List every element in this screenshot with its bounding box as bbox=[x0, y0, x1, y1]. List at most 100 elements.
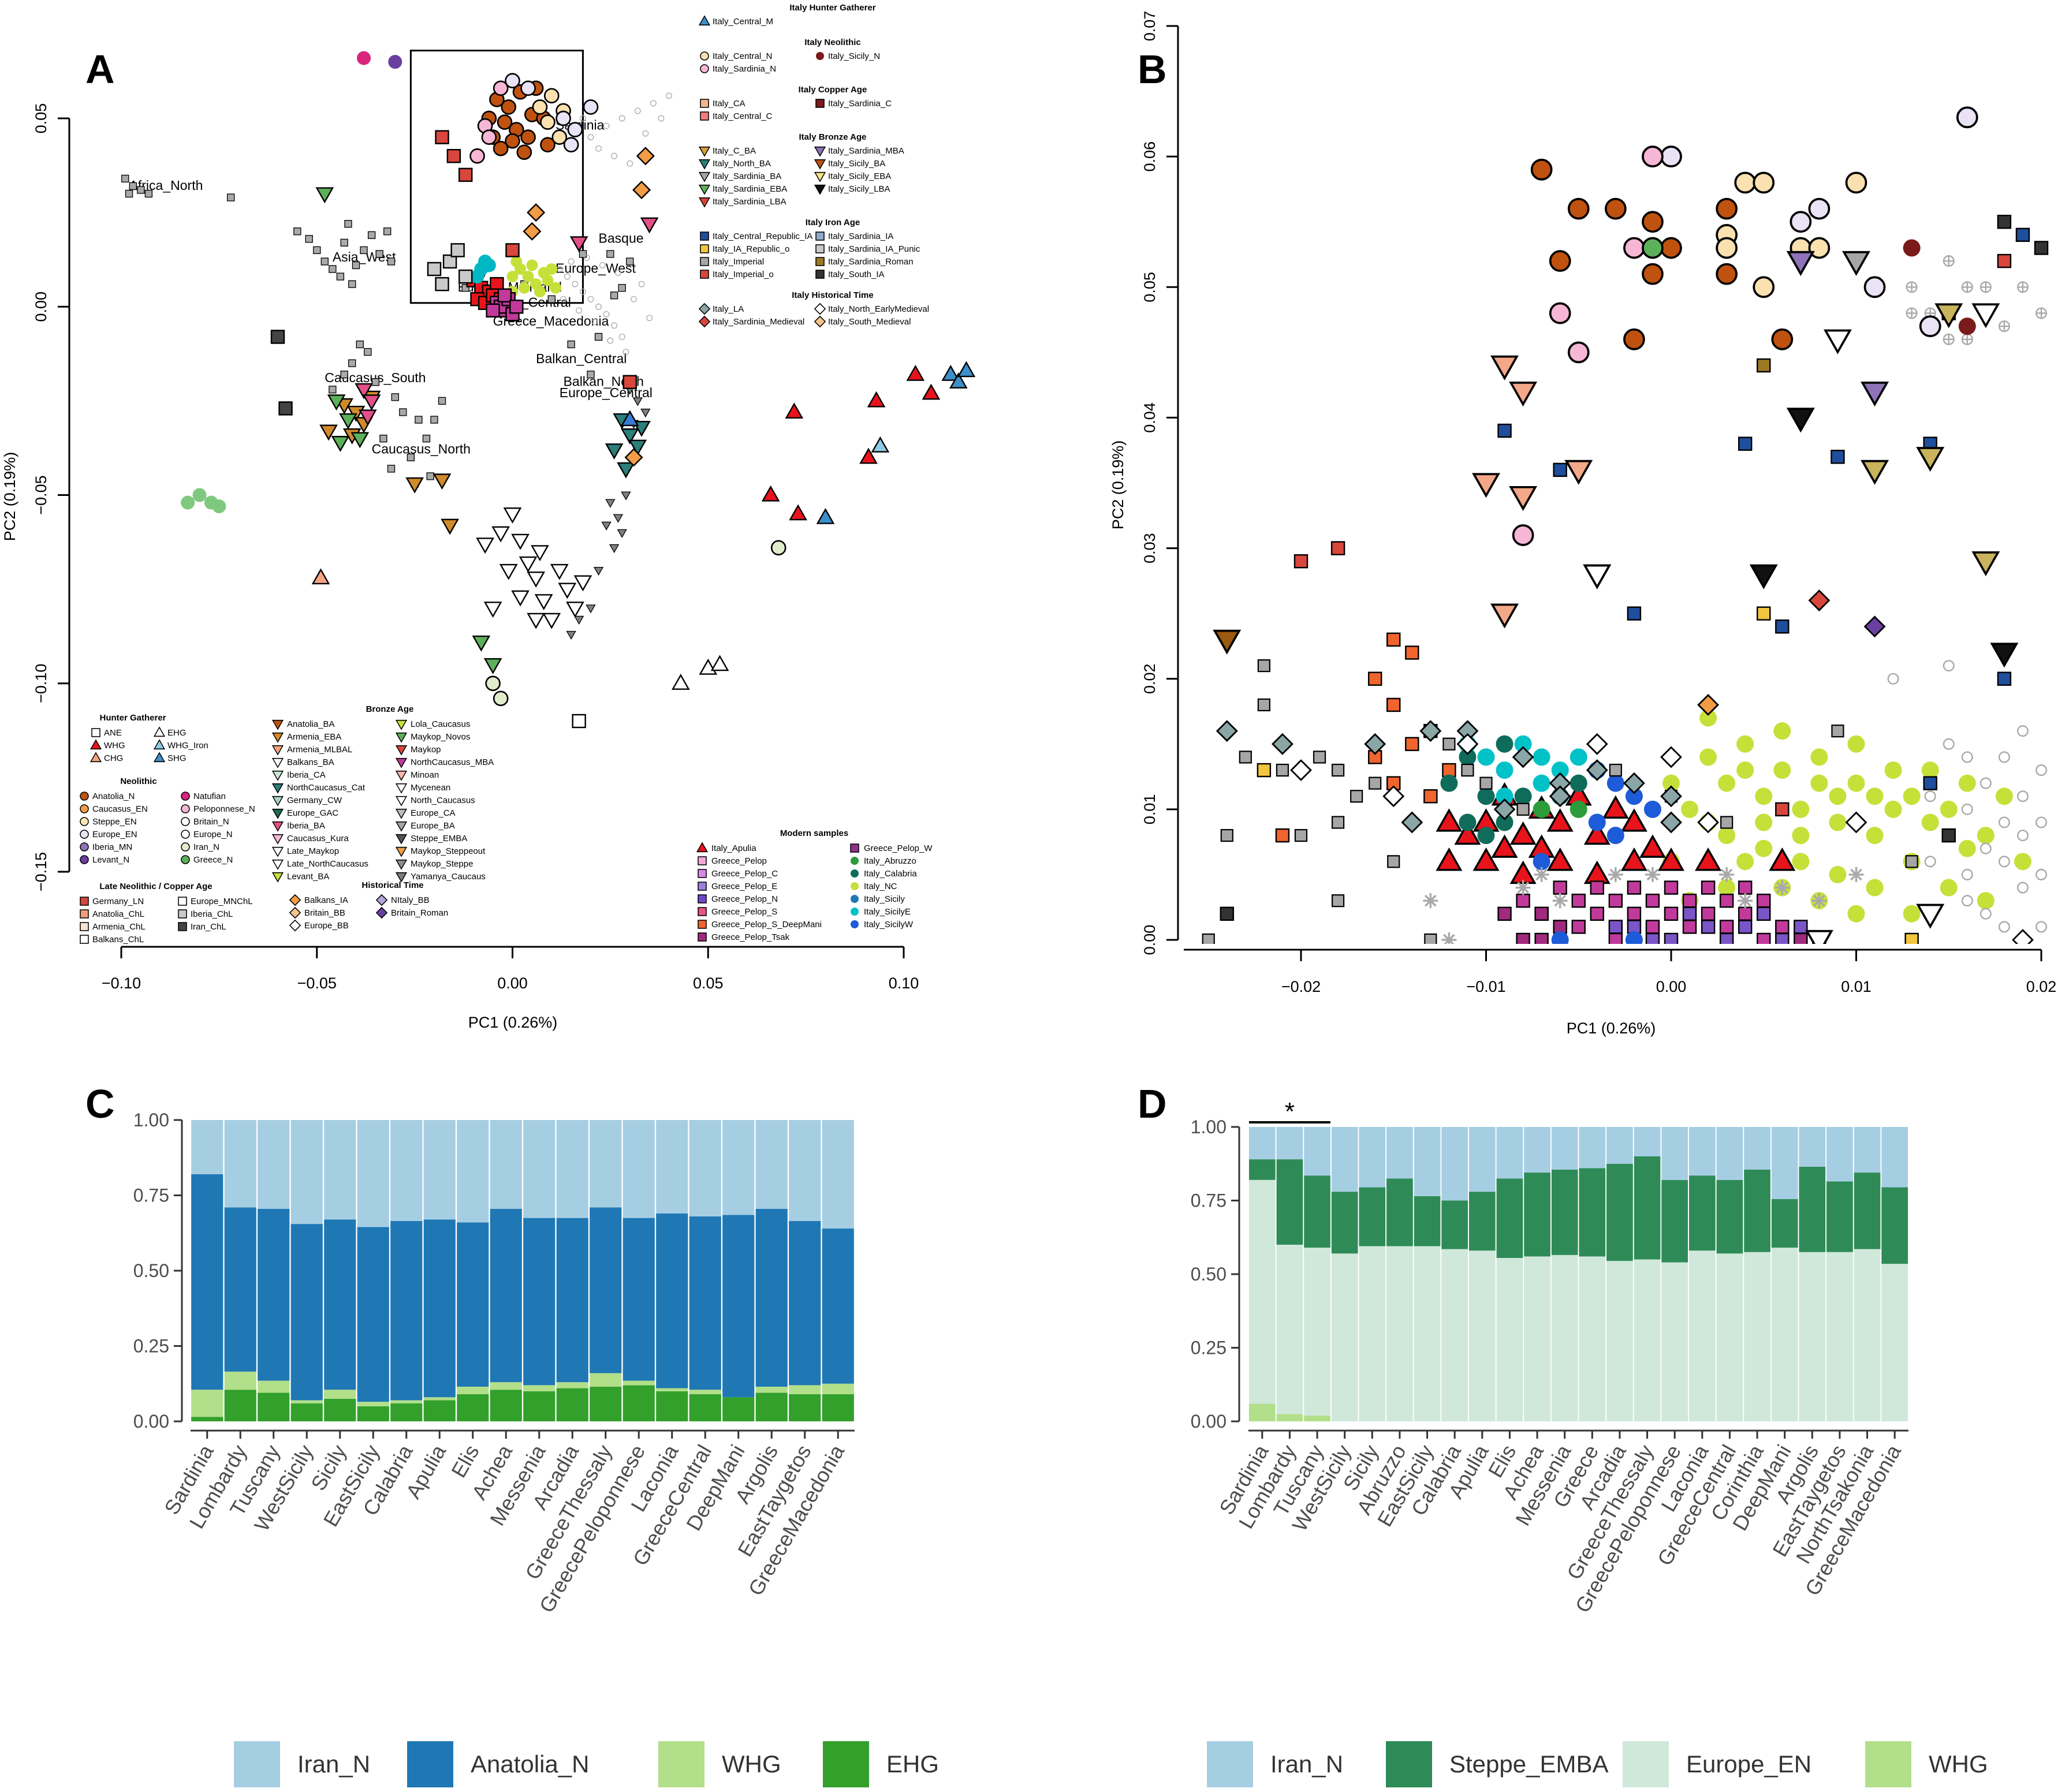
panel-a-point bbox=[603, 122, 610, 129]
bar-segment-whg-calabria bbox=[390, 1400, 423, 1403]
bar-segment-iran-n-laconia bbox=[656, 1120, 688, 1214]
panel-b-point bbox=[1642, 237, 1664, 259]
panel-a-x-tick-label: −0.10 bbox=[102, 975, 141, 992]
panel-d-y-tick-label: 1.00 bbox=[1191, 1117, 1227, 1137]
panel-b-point bbox=[1588, 813, 1606, 831]
panel-b-point bbox=[1979, 777, 1992, 789]
panel-a-legend-label: Italy_Sicily_N bbox=[828, 51, 880, 61]
bar-segment-anatolia-n-elis bbox=[457, 1222, 489, 1387]
bar-segment-europe-en-easttaygetos bbox=[1826, 1252, 1853, 1421]
panel-a-legend-label: Anatolia_BA bbox=[287, 719, 335, 729]
panel-b-point bbox=[1943, 255, 1955, 267]
panel-a-point bbox=[567, 122, 583, 137]
panel-a-point bbox=[566, 602, 584, 618]
panel-b-point bbox=[1971, 551, 2000, 577]
panel-a-series-europe-ba-grey-triangle bbox=[566, 386, 651, 640]
panel-b-point bbox=[1642, 145, 1664, 168]
panel-b-series-italy-calabria bbox=[1440, 735, 1587, 845]
panel-a-y-tick-label: −0.10 bbox=[32, 664, 50, 703]
panel-a-point bbox=[435, 130, 449, 144]
legend-swatch-steppe-emba bbox=[1386, 1741, 1432, 1787]
panel-a-legend-label: Iberia_CA bbox=[287, 770, 326, 780]
panel-b-point bbox=[1921, 761, 1939, 779]
panel-label-d: D bbox=[1138, 1081, 1167, 1126]
panel-a-point bbox=[348, 359, 356, 367]
panel-a-point bbox=[650, 100, 657, 107]
panel-a-point bbox=[476, 537, 494, 554]
panel-b-point bbox=[1810, 774, 1828, 792]
panel-a-y-axis-label: PC2 (0.19%) bbox=[1, 452, 18, 542]
panel-a-legend-label: Greece_Pelop_Tsak bbox=[711, 932, 790, 942]
panel-a-point bbox=[595, 303, 602, 310]
panel-a-point bbox=[336, 272, 345, 281]
bar-segment-steppe-emba-sicily bbox=[1359, 1187, 1386, 1246]
panel-a-point bbox=[357, 51, 371, 65]
panel-a-point bbox=[315, 187, 334, 204]
panel-a-legend-bronze-title: Bronze Age bbox=[366, 704, 414, 714]
panel-c-y-tick-label: 0.75 bbox=[133, 1185, 169, 1206]
panel-a-legend-marker bbox=[700, 51, 709, 61]
panel-a-legend-label: Italy_IA_Republic_o bbox=[713, 244, 789, 254]
bar-segment-europe-en-achea bbox=[1524, 1256, 1550, 1421]
bar-segment-ehg-greecepeloponnese bbox=[622, 1385, 655, 1421]
bar-segment-europe-en-greecethessaly bbox=[1634, 1259, 1661, 1421]
panel-a-point bbox=[560, 296, 567, 303]
panel-b-axes: −0.02 −0.01 0.00 0.01 0.02 0.00 0.01 0.02 0.03 0.… bbox=[1109, 11, 2056, 1037]
panel-a-series-natufian bbox=[357, 51, 371, 65]
panel-b-y-tick-label: 0.01 bbox=[1141, 794, 1158, 825]
panel-a-point bbox=[470, 270, 484, 284]
panel-b-point bbox=[1423, 893, 1438, 909]
panel-a-legend-marker bbox=[395, 745, 408, 756]
bar-segment-steppe-emba-laconia bbox=[1688, 1175, 1716, 1251]
panel-a-legend-label: Greece_Pelop bbox=[711, 856, 767, 866]
panel-b-point bbox=[1906, 307, 1918, 319]
panel-b-series-balkans-ia bbox=[1697, 694, 1720, 716]
panel-b-point bbox=[1276, 763, 1289, 777]
panel-b-point bbox=[1701, 880, 1716, 895]
panel-a-point bbox=[587, 296, 594, 303]
panel-a-legend-label: Italy_Sicily_LBA bbox=[828, 184, 890, 194]
panel-a-point bbox=[469, 148, 485, 164]
panel-a-legend-marker bbox=[80, 909, 89, 919]
panel-a-pca: −0.10 −0.05 0.00 0.05 0.10 0.05 0.00 −0.05 −0.10… bbox=[1, 3, 976, 1031]
panel-b-point bbox=[2016, 281, 2029, 293]
bar-segment-iran-n-messenia bbox=[523, 1120, 556, 1218]
panel-a-point bbox=[486, 303, 500, 318]
panel-a-legend-marker bbox=[80, 804, 89, 813]
panel-a-point bbox=[327, 394, 346, 411]
panel-d-y-tick-label: 0.25 bbox=[1191, 1338, 1227, 1358]
panel-a-legend-marker bbox=[698, 197, 711, 208]
panel-a-point bbox=[433, 473, 452, 490]
bar-segment-ehg-easttaygetos bbox=[789, 1394, 821, 1421]
panel-a-legend-label: WHG_Iron bbox=[167, 741, 208, 751]
panel-b-point bbox=[1459, 813, 1477, 831]
panel-a-point bbox=[472, 635, 491, 652]
bar-segment-europe-en-messenia bbox=[1551, 1255, 1578, 1421]
panel-b-point bbox=[1512, 524, 1534, 546]
panel-a-legend-label: CHG bbox=[104, 753, 123, 763]
bar-segment-whg-tuscany bbox=[258, 1380, 290, 1393]
panel-b-point bbox=[1551, 931, 1569, 944]
panel-a-point bbox=[531, 545, 549, 562]
panel-a-point bbox=[572, 281, 579, 288]
panel-a-point bbox=[640, 217, 659, 234]
panel-b-point bbox=[1847, 905, 1865, 923]
panel-b-point bbox=[1220, 906, 1235, 921]
panel-b-point bbox=[1549, 302, 1571, 324]
bar-segment-iran-n-greecethessaly bbox=[590, 1120, 622, 1208]
panel-a-legend-marker bbox=[815, 244, 825, 253]
panel-a-legend-label: Italy_North_EarlyMedieval bbox=[828, 304, 929, 314]
panel-b-point bbox=[1386, 697, 1401, 712]
panel-b-series-italy-imperial-o bbox=[1293, 253, 2012, 817]
panel-b-point bbox=[1202, 933, 1215, 944]
panel-a-point bbox=[503, 507, 522, 524]
panel-a-point bbox=[407, 453, 415, 461]
panel-a-point bbox=[340, 238, 348, 247]
bar-segment-anatolia-n-sardinia bbox=[191, 1174, 223, 1390]
panel-b-point bbox=[1923, 776, 1937, 790]
panel-a-point bbox=[572, 714, 586, 729]
panel-b-point bbox=[1313, 751, 1326, 764]
panel-a-point bbox=[593, 566, 604, 576]
panel-a-series-iran-chl bbox=[270, 330, 293, 416]
panel-a-legend-label: Iberia_MN bbox=[92, 842, 132, 852]
